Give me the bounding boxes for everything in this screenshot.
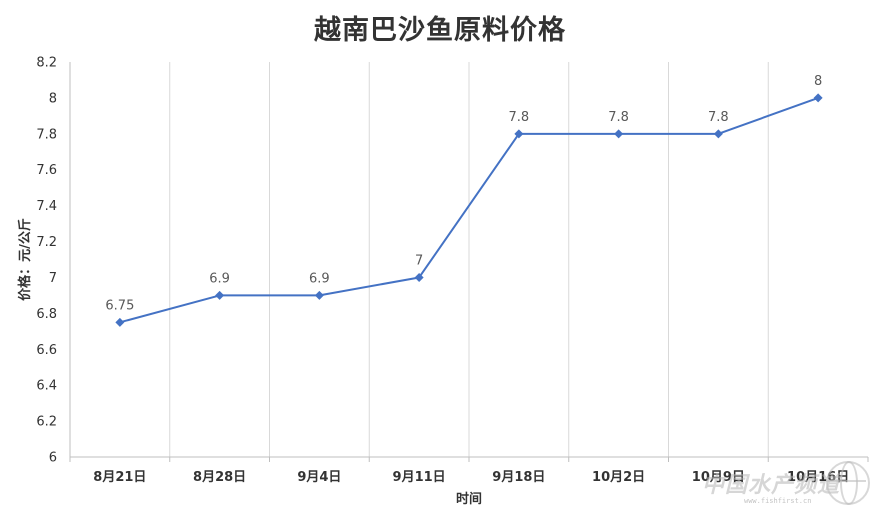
x-axis-title: 时间 [456, 491, 482, 507]
y-tick-label: 7.6 [36, 163, 57, 178]
data-label: 6.75 [105, 298, 134, 313]
data-point [614, 129, 624, 139]
x-tick-label: 8月28日 [193, 470, 246, 485]
x-tick-label: 10月2日 [592, 470, 645, 485]
y-tick-label: 6.8 [36, 307, 57, 322]
series-line [119, 96, 819, 324]
x-tick-label: 9月4日 [297, 470, 341, 485]
data-point [514, 129, 524, 139]
data-label: 6.9 [209, 271, 230, 286]
y-tick-label: 7 [49, 271, 57, 286]
data-label: 8 [814, 74, 822, 89]
y-tick-label: 7.4 [36, 199, 57, 214]
chart-title: 越南巴沙鱼原料价格 [314, 15, 566, 46]
x-tick-label: 10月16日 [787, 470, 849, 485]
data-label: 7.8 [608, 110, 629, 125]
y-tick-label: 7.8 [36, 127, 57, 142]
x-tick-label: 9月18日 [492, 470, 545, 485]
y-tick-label: 6.6 [36, 343, 57, 358]
x-tick-label: 9月11日 [393, 470, 446, 485]
data-label: 7.8 [708, 110, 729, 125]
data-point [115, 317, 125, 327]
y-tick-label: 7.2 [36, 235, 57, 250]
series-price [115, 93, 823, 327]
data-label: 6.9 [309, 271, 330, 286]
axes: 6 6.2 6.4 6.6 6.8 7 7.2 7.4 7.6 7.8 8 8.2 8月21日 8月28日… [36, 56, 869, 485]
y-tick-label: 6.2 [36, 415, 57, 430]
data-label: 7.8 [509, 110, 530, 125]
data-point [314, 290, 324, 300]
y-tick-label: 6.4 [36, 379, 57, 394]
data-labels: 6.75 6.9 6.9 7 7.8 7.8 7.8 8 [105, 74, 822, 313]
data-point [215, 290, 225, 300]
data-point [713, 129, 723, 139]
y-axis-title: 价格：元/公斤 [17, 218, 33, 301]
y-tick-label: 6 [49, 451, 57, 466]
data-point [414, 272, 424, 282]
x-tick-label: 10月9日 [692, 470, 745, 485]
data-point [813, 93, 823, 103]
gridlines [169, 62, 769, 457]
data-label: 7 [415, 253, 423, 268]
y-tick-label: 8 [49, 91, 57, 106]
x-tick-label: 8月21日 [93, 470, 146, 485]
y-tick-label: 8.2 [36, 56, 57, 71]
